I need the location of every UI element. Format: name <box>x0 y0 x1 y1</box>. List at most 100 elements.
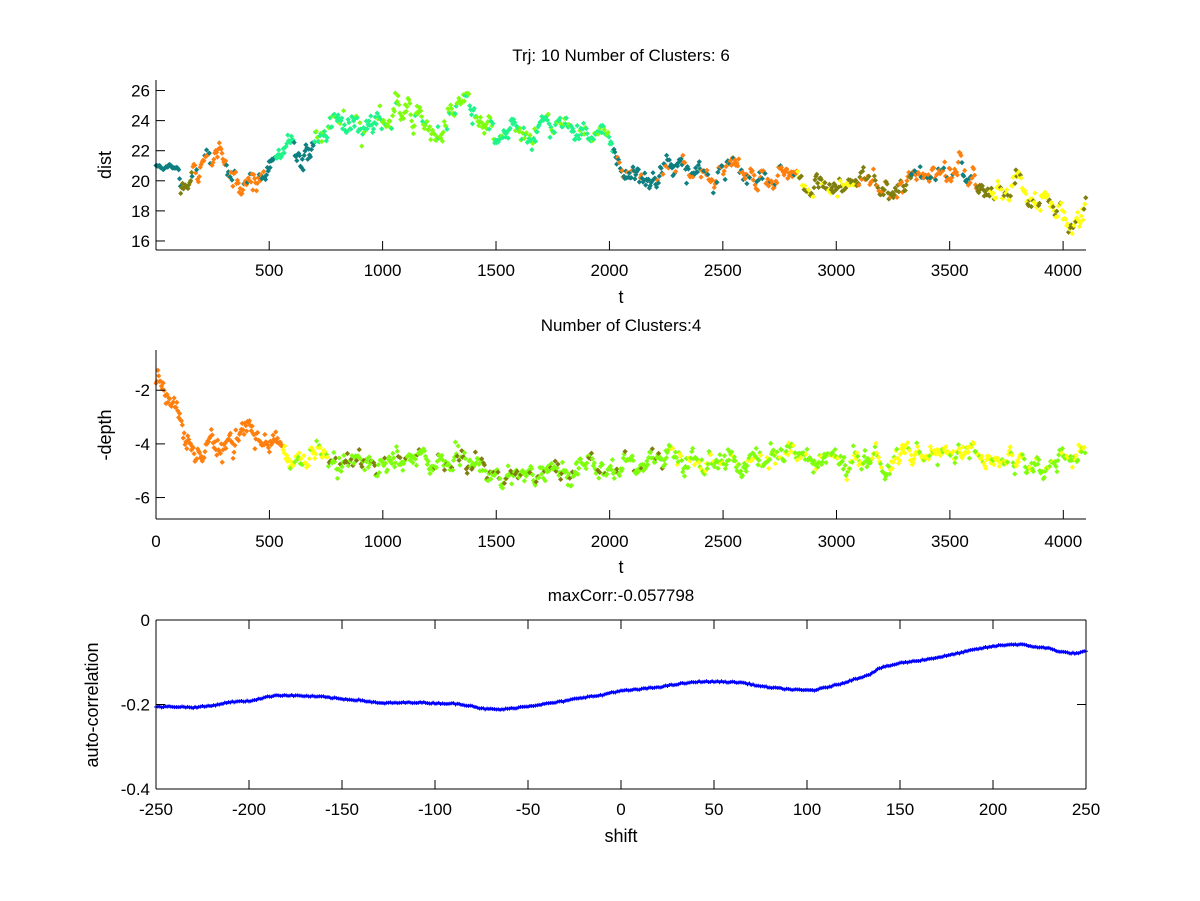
data-point <box>723 163 729 170</box>
data-point <box>536 122 542 128</box>
data-point <box>953 169 960 175</box>
data-point <box>183 705 188 710</box>
y-tick-label: 20 <box>131 172 150 191</box>
data-point <box>746 174 753 181</box>
data-point <box>829 184 835 190</box>
data-point <box>959 159 965 166</box>
data-point <box>597 469 603 475</box>
data-point <box>722 466 728 472</box>
data-point <box>401 461 407 467</box>
data-point <box>873 440 879 446</box>
data-point <box>240 187 246 193</box>
data-point <box>441 467 448 473</box>
data-point <box>261 168 267 175</box>
data-point <box>332 459 338 465</box>
data-point <box>711 184 717 191</box>
data-point <box>649 446 655 452</box>
data-point <box>357 120 363 126</box>
data-point <box>176 176 183 182</box>
data-point <box>386 454 392 460</box>
data-point <box>770 447 777 453</box>
data-point <box>1054 208 1060 214</box>
data-point <box>917 164 923 170</box>
data-point <box>223 445 229 452</box>
data-point <box>374 473 381 479</box>
data-point <box>771 184 777 191</box>
data-point <box>874 450 880 456</box>
data-point <box>521 125 527 131</box>
data-point <box>369 122 375 128</box>
x-tick-label: 250 <box>1072 800 1100 819</box>
data-point <box>410 131 417 137</box>
data-point <box>685 464 691 471</box>
data-point <box>393 444 400 450</box>
data-point <box>305 463 312 469</box>
data-point <box>1036 200 1043 207</box>
data-point <box>460 702 465 707</box>
data-point <box>598 692 603 697</box>
data-point <box>689 449 695 455</box>
data-point <box>322 449 328 455</box>
data-point <box>892 185 898 191</box>
data-point <box>192 162 198 169</box>
data-point <box>869 455 875 461</box>
data-point <box>693 165 699 171</box>
data-point <box>344 128 350 135</box>
data-point <box>663 152 670 159</box>
data-point <box>1036 456 1042 463</box>
data-point <box>933 451 939 457</box>
data-point <box>727 158 734 164</box>
data-point <box>832 446 838 453</box>
data-point <box>710 190 716 196</box>
data-point <box>204 704 209 709</box>
data-point <box>406 700 411 705</box>
data-point <box>185 433 191 439</box>
ylabel-dist: dist <box>95 151 115 179</box>
data-point <box>925 456 932 462</box>
data-point <box>334 475 341 482</box>
data-point <box>379 126 385 132</box>
data-point <box>467 103 473 109</box>
data-point <box>448 102 454 108</box>
data-point <box>370 126 377 132</box>
data-point <box>663 455 669 461</box>
data-point <box>189 173 195 179</box>
data-point <box>993 195 999 201</box>
data-point <box>871 173 877 179</box>
data-point <box>932 177 939 183</box>
data-point <box>176 410 183 417</box>
data-point <box>219 459 225 465</box>
data-point <box>678 453 684 459</box>
data-point <box>202 449 208 455</box>
data-point <box>822 454 828 460</box>
data-point <box>483 121 489 128</box>
data-point <box>749 168 755 174</box>
data-point <box>682 159 688 166</box>
data-point <box>643 686 648 691</box>
data-point <box>448 106 455 112</box>
data-point <box>180 435 186 441</box>
data-point <box>456 457 462 463</box>
data-point <box>505 135 511 141</box>
data-point <box>367 699 372 704</box>
data-point <box>661 684 666 689</box>
data-point <box>306 455 312 462</box>
data-point <box>956 445 963 452</box>
data-point <box>645 176 652 182</box>
data-point <box>558 476 564 483</box>
data-point <box>775 173 781 179</box>
data-point <box>704 167 710 173</box>
data-point <box>662 461 668 468</box>
data-point <box>872 444 878 450</box>
data-point <box>996 463 1002 470</box>
x-tick-label: 1000 <box>364 261 402 280</box>
data-point <box>439 452 445 459</box>
data-point <box>552 458 558 464</box>
data-point <box>1076 223 1083 230</box>
data-point <box>284 452 290 458</box>
data-point <box>388 700 393 705</box>
data-point <box>239 190 245 197</box>
data-point <box>844 477 850 483</box>
data-point <box>679 457 685 464</box>
data-point <box>511 119 518 126</box>
